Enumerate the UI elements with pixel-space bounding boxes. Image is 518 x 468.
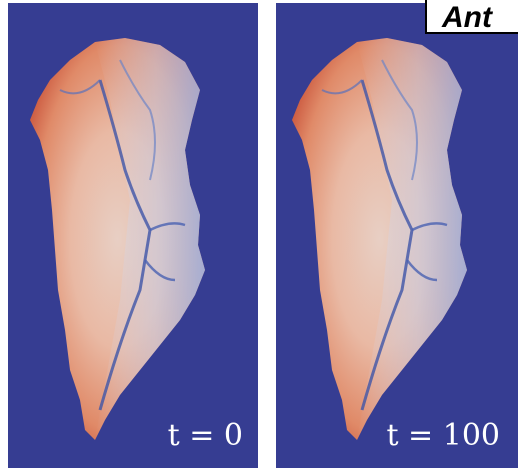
page: {"header": {"title": "Ant"}, "panels": […: [0, 0, 518, 468]
time-label: t = 100: [386, 418, 500, 453]
figure: t = 0 t = 100 Ant: [0, 0, 518, 468]
time-label: t = 0: [168, 418, 243, 453]
title: Ant: [441, 1, 494, 34]
